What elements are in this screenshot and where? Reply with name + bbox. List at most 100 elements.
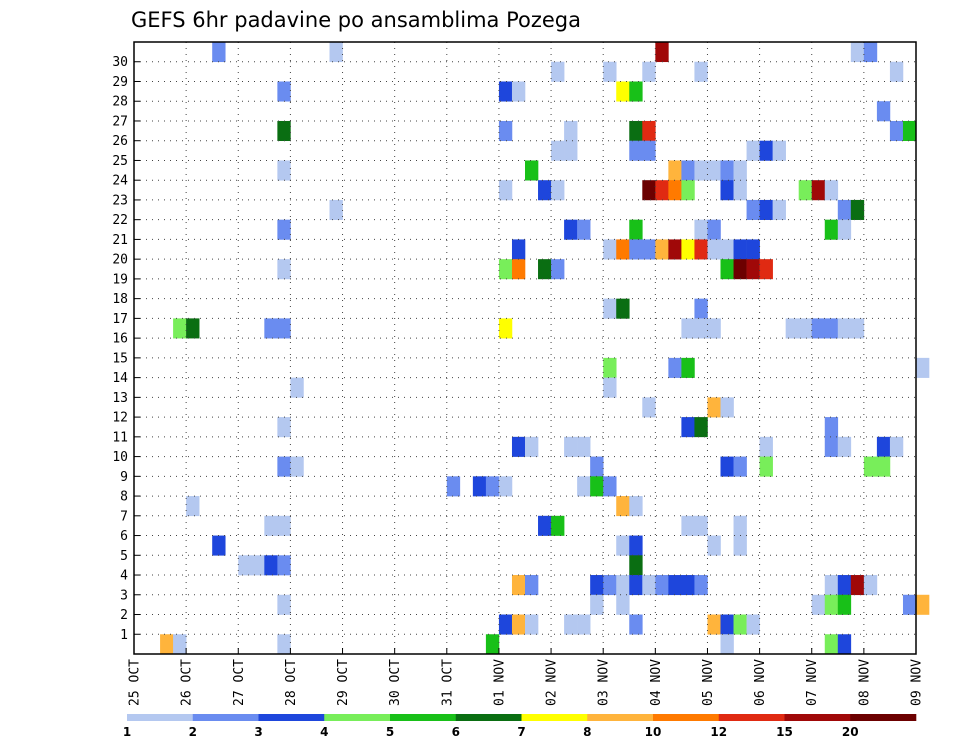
y-axis: 1234567891011121314151617181920212223242… (112, 55, 140, 643)
heat-cell (564, 140, 578, 161)
heat-cell (694, 239, 708, 260)
heat-cell (811, 180, 826, 201)
heat-cell (668, 239, 682, 260)
colorbar-swatch (324, 714, 391, 721)
heat-cell (212, 535, 226, 556)
heat-cell (642, 397, 656, 418)
heat-cell (837, 318, 852, 339)
heat-cell (603, 575, 617, 596)
heat-cell (759, 456, 773, 477)
heat-cell (720, 634, 734, 655)
heat-cell (863, 42, 878, 63)
heat-cell (277, 634, 291, 655)
heat-cell (785, 318, 799, 339)
heat-cell (603, 377, 617, 398)
y-tick-label: 25 (112, 154, 128, 169)
heat-cell (551, 140, 565, 161)
heat-cell (498, 614, 513, 635)
heat-cell (277, 594, 291, 615)
heat-cell (264, 555, 278, 576)
heat-cell (668, 180, 682, 201)
heat-cell (616, 239, 630, 260)
colorbar-label: 12 (710, 725, 727, 739)
y-tick-label: 12 (112, 411, 128, 426)
x-tick-label: 04 NOV (649, 659, 664, 706)
heat-cell (707, 219, 721, 240)
colorbar-swatch (784, 714, 851, 721)
heat-cell (824, 180, 839, 201)
heat-cell (746, 259, 760, 280)
colorbar-swatch (192, 714, 259, 721)
heat-cell (616, 298, 630, 319)
colorbar-label: 20 (842, 725, 859, 739)
heat-cell (577, 476, 591, 497)
heat-cell (277, 219, 291, 240)
heat-cell (837, 594, 852, 615)
colorbar-label: 10 (645, 725, 662, 739)
heat-cell (277, 160, 291, 181)
heat-cell (629, 535, 643, 556)
heat-cell (889, 61, 904, 82)
heat-cell (824, 594, 839, 615)
heat-cell (850, 575, 865, 596)
heat-cell (681, 515, 695, 536)
x-tick-label: 26 OCT (180, 659, 195, 706)
grid-layer (134, 42, 916, 654)
heat-cell (642, 180, 656, 201)
heat-cell (694, 417, 708, 438)
heat-cell (173, 634, 187, 655)
heat-cell (694, 575, 708, 596)
heat-cell (485, 476, 500, 497)
heat-cell (837, 436, 852, 457)
heat-cell (251, 555, 265, 576)
heat-cell (733, 239, 747, 260)
heat-cell (837, 199, 852, 220)
y-tick-label: 6 (120, 529, 128, 544)
heat-cell (733, 180, 747, 201)
y-tick-label: 10 (112, 450, 128, 465)
heat-cell (837, 575, 852, 596)
heat-cell (681, 357, 695, 378)
heat-cell (538, 259, 552, 280)
heat-cell (511, 81, 526, 102)
heat-cell (564, 219, 578, 240)
heat-cell (720, 259, 734, 280)
x-tick-label: 01 NOV (492, 659, 507, 706)
heat-cell (720, 397, 734, 418)
heat-cell (511, 436, 526, 457)
heat-cell (681, 575, 695, 596)
heat-cell (277, 555, 291, 576)
heat-cell (876, 456, 891, 477)
heat-cell (564, 120, 578, 142)
heat-cell (824, 219, 839, 240)
heat-cell (850, 318, 865, 339)
heat-cell (759, 140, 773, 161)
x-tick-label: 28 OCT (284, 659, 299, 706)
heat-cell (277, 417, 291, 438)
heat-cell (850, 199, 865, 220)
x-tick-label: 25 OCT (128, 659, 143, 706)
heat-cell (616, 535, 630, 556)
heat-cell (525, 614, 539, 635)
heat-cell (720, 456, 734, 477)
heat-cell (694, 61, 708, 82)
colorbar-label: 2 (189, 725, 197, 739)
heat-cell (733, 456, 747, 477)
y-tick-label: 15 (112, 351, 128, 366)
heat-cell (655, 575, 669, 596)
colorbar-swatch (390, 714, 457, 721)
y-tick-label: 20 (112, 253, 128, 268)
heat-cell (564, 436, 578, 457)
heat-cell (694, 219, 708, 240)
colorbar-swatch (258, 714, 325, 721)
heat-cell (811, 318, 826, 339)
heat-cell (850, 42, 865, 63)
heat-cell (642, 120, 656, 142)
y-tick-label: 30 (112, 55, 128, 70)
y-tick-label: 4 (120, 569, 128, 584)
heat-cell (446, 476, 461, 497)
heat-cell (837, 219, 852, 240)
heat-cell (642, 239, 656, 260)
heat-cell (707, 614, 721, 635)
heat-cell (707, 397, 721, 418)
